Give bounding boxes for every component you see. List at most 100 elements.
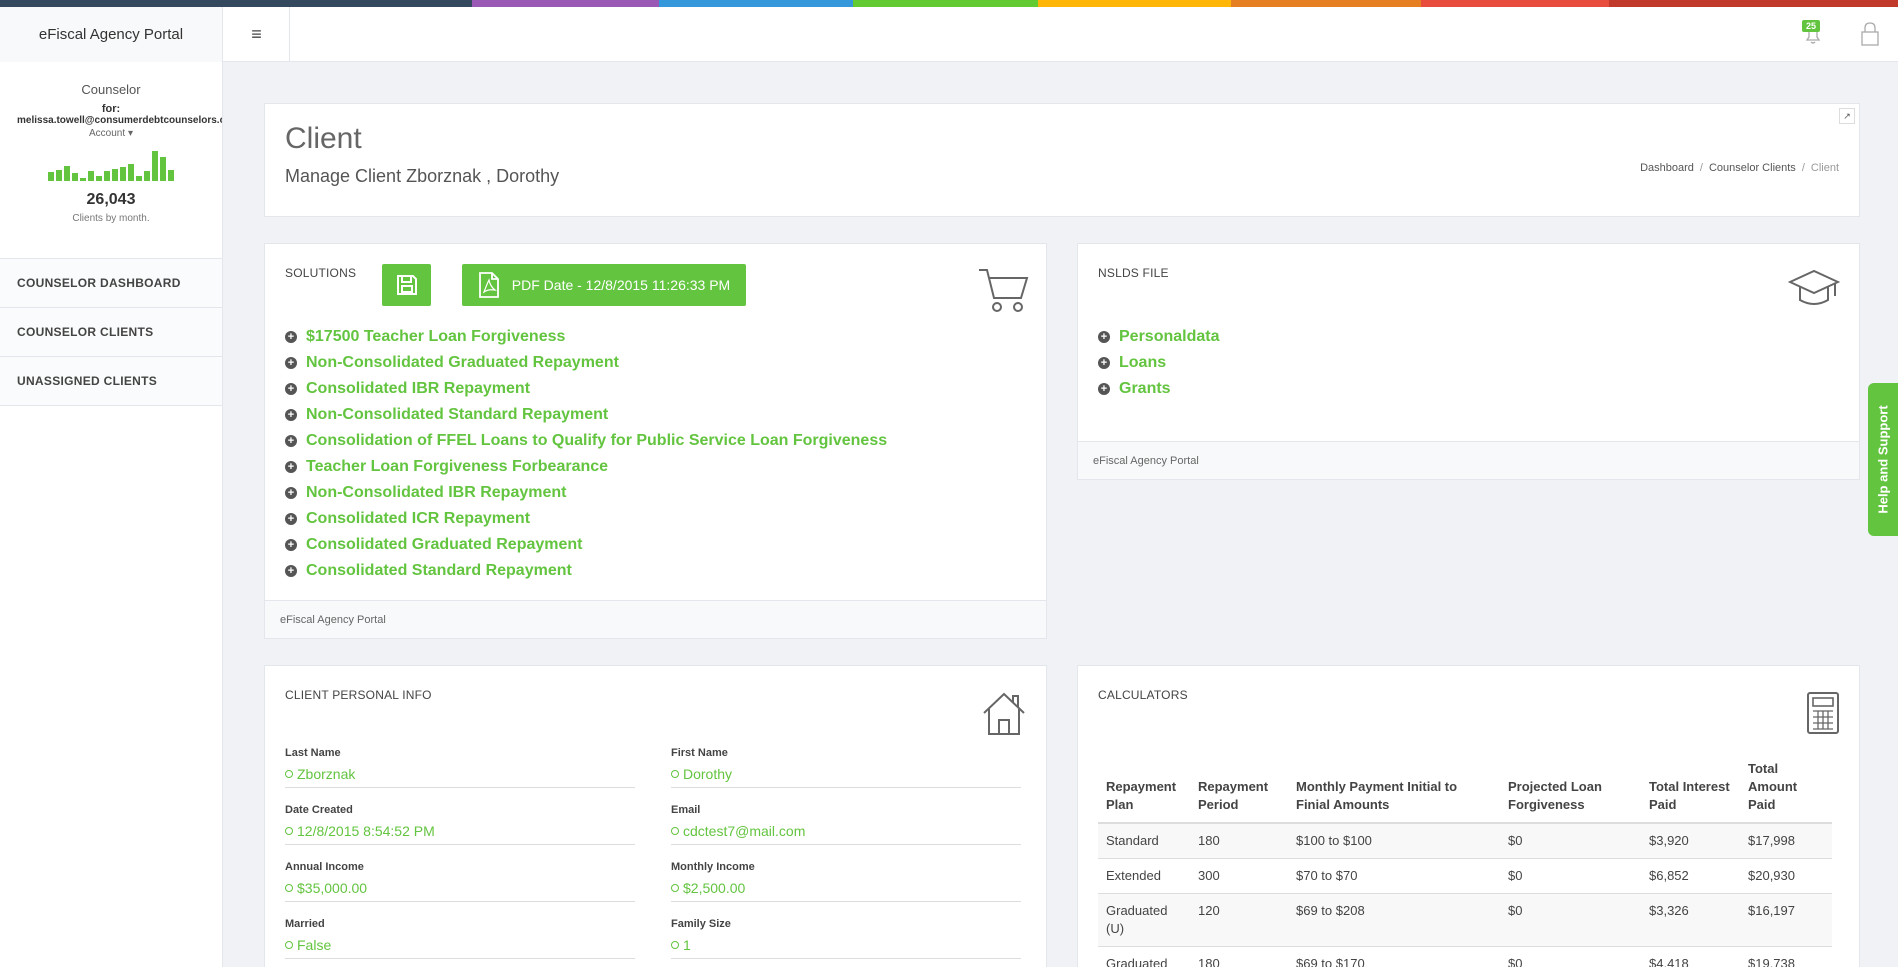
field-email: Email cdctest7@mail.com <box>671 804 1021 845</box>
lock-icon[interactable] <box>1858 20 1882 48</box>
for-label: for: <box>101 103 121 115</box>
solutions-footer: eFiscal Agency Portal <box>265 600 1046 638</box>
month-bar-1 <box>56 170 62 181</box>
client-personal-info-panel: CLIENT PERSONAL INFO Last Name Zborznak F… <box>264 665 1047 967</box>
help-label: Help and Support <box>1875 405 1891 514</box>
solution-item[interactable]: + Non-Consolidated Graduated Repayment <box>285 350 887 376</box>
calculator-icon <box>1807 692 1839 734</box>
month-bar-14 <box>160 157 166 181</box>
month-bar-6 <box>96 176 102 181</box>
solution-item[interactable]: + Non-Consolidated Standard Repayment <box>285 402 887 428</box>
field-last-name: Last Name Zborznak <box>285 747 635 788</box>
nav-unassigned-clients[interactable]: UNASSIGNED CLIENTS <box>0 357 222 406</box>
breadcrumb-counselor-clients[interactable]: Counselor Clients <box>1708 162 1796 174</box>
graduation-cap-icon <box>1788 269 1840 305</box>
expand-icon[interactable]: ↗ <box>1839 108 1855 124</box>
page-header: Client Manage Client Zborznak , Dorothy … <box>264 103 1860 217</box>
solution-item[interactable]: + Consolidated Standard Repayment <box>285 558 887 584</box>
notification-badge: 25 <box>1802 20 1821 32</box>
col-monthly-payment: Monthly Payment Initial to Finial Amount… <box>1288 754 1500 824</box>
breadcrumb: Dashboard / Counselor Clients / Client <box>1640 162 1839 174</box>
solution-item[interactable]: + Teacher Loan Forgiveness Forbearance <box>285 454 887 480</box>
plus-circle-icon: + <box>285 435 297 447</box>
month-bar-2 <box>64 166 70 181</box>
month-bar-3 <box>72 173 78 181</box>
personal-info-title: CLIENT PERSONAL INFO <box>285 688 432 702</box>
page-subtitle: Manage Client Zborznak , Dorothy <box>285 166 560 186</box>
solution-item[interactable]: + Consolidation of FFEL Loans to Qualify … <box>285 428 887 454</box>
table-row: Standard 180 $100 to $100 $0 $3,920 $17,998 <box>1098 823 1832 859</box>
nslds-list: + Personaldata + Loans + Grants <box>1098 324 1219 402</box>
nslds-item-personaldata[interactable]: + Personaldata <box>1098 324 1219 350</box>
table-row: Extended 300 $70 to $70 $0 $6,852 $20,930 <box>1098 858 1832 894</box>
month-bar-9 <box>120 167 126 181</box>
month-bar-10 <box>128 164 134 181</box>
solution-item[interactable]: + Non-Consolidated IBR Repayment <box>285 480 887 506</box>
month-bar-15 <box>168 170 174 181</box>
field-annual-income: Annual Income $35,000.00 <box>285 861 635 902</box>
plus-circle-icon: + <box>285 461 297 473</box>
pdf-button[interactable]: PDF Date - 12/8/2015 11:26:33 PM <box>462 264 746 306</box>
notification-bell-icon[interactable]: 25 <box>1800 20 1826 46</box>
calculators-panel: CALCULATORS Repayment Plan Repayment Per… <box>1077 665 1860 967</box>
solutions-title: SOLUTIONS <box>285 266 357 280</box>
solution-item[interactable]: + Consolidated Graduated Repayment <box>285 532 887 558</box>
plus-circle-icon: + <box>285 487 297 499</box>
color-stripe <box>0 0 1898 7</box>
user-profile: Counselor for: melissa.towell@consumerde… <box>0 62 222 259</box>
house-icon <box>983 692 1025 735</box>
month-bar-4 <box>80 178 86 181</box>
nslds-item-loans[interactable]: + Loans <box>1098 350 1219 376</box>
nslds-panel: NSLDS FILE + Personaldata + Loans + Grants … <box>1077 243 1860 480</box>
solutions-panel: SOLUTIONS PDF Date - 12/8/2015 11:26:33 … <box>264 243 1047 639</box>
nslds-title: NSLDS FILE <box>1098 266 1169 280</box>
pdf-date-label: PDF Date - 12/8/2015 11:26:33 PM <box>511 277 731 293</box>
plus-circle-icon: + <box>1098 331 1110 343</box>
nav-counselor-clients[interactable]: COUNSELOR CLIENTS <box>0 308 222 357</box>
floppy-icon <box>396 275 417 295</box>
caret-down-icon: ▾ <box>127 128 133 139</box>
table-row: Graduated (U) 120 $69 to $208 $0 $3,326 $16,1… <box>1098 893 1832 947</box>
month-bar-7 <box>104 171 110 181</box>
breadcrumb-dashboard[interactable]: Dashboard <box>1640 162 1694 174</box>
field-married: Married False <box>285 918 635 959</box>
field-family-size: Family Size 1 <box>671 918 1021 959</box>
month-bar-0 <box>48 172 54 181</box>
top-bar: eFiscal Agency Portal ≡ 25 <box>0 0 1898 62</box>
save-button[interactable] <box>382 264 431 306</box>
col-total-interest: Total Interest Paid <box>1641 754 1740 824</box>
plus-circle-icon: + <box>285 383 297 395</box>
col-repayment-plan: Repayment Plan <box>1098 754 1190 824</box>
plus-circle-icon: + <box>285 357 297 369</box>
brand-title[interactable]: eFiscal Agency Portal <box>0 7 223 62</box>
shopping-cart-icon <box>979 269 1029 312</box>
solution-item[interactable]: + Consolidated IBR Repayment <box>285 376 887 402</box>
field-date-created: Date Created 12/8/2015 8:54:52 PM <box>285 804 635 845</box>
solution-item[interactable]: + Consolidated ICR Repayment <box>285 506 887 532</box>
month-bar-13 <box>152 151 158 181</box>
solutions-list: + $17500 Teacher Loan Forgiveness + Non-Co… <box>285 324 887 584</box>
field-first-name: First Name Dorothy <box>671 747 1021 788</box>
field-monthly-income: Monthly Income $2,500.00 <box>671 861 1021 902</box>
clients-caption: Clients by month. <box>72 213 150 224</box>
clients-by-month-chart <box>0 147 222 181</box>
table-row: Graduated 180 $69 to $170 $0 $4,418 $19,738 <box>1098 946 1832 967</box>
nslds-item-grants[interactable]: + Grants <box>1098 376 1219 402</box>
col-total-amount: Total Amount Paid <box>1740 754 1832 824</box>
month-bar-8 <box>112 169 118 181</box>
sidebar: Counselor for: melissa.towell@consumerde… <box>0 62 223 967</box>
plus-circle-icon: + <box>285 565 297 577</box>
menu-toggle-icon[interactable]: ≡ <box>224 7 290 62</box>
nav-counselor-dashboard[interactable]: COUNSELOR DASHBOARD <box>0 259 222 308</box>
month-bar-5 <box>88 171 94 181</box>
plus-circle-icon: + <box>285 409 297 421</box>
account-dropdown[interactable]: Account ▾ <box>0 128 222 139</box>
help-and-support-tab[interactable]: Help and Support <box>1868 383 1898 536</box>
user-role: Counselor <box>81 82 141 97</box>
solution-item[interactable]: + $17500 Teacher Loan Forgiveness <box>285 324 887 350</box>
calculators-table: Repayment Plan Repayment Period Monthly … <box>1098 754 1832 967</box>
plus-circle-icon: + <box>285 331 297 343</box>
breadcrumb-client: Client <box>1810 162 1839 174</box>
client-count: 26,043 <box>86 191 136 208</box>
nslds-footer: eFiscal Agency Portal <box>1078 441 1859 479</box>
